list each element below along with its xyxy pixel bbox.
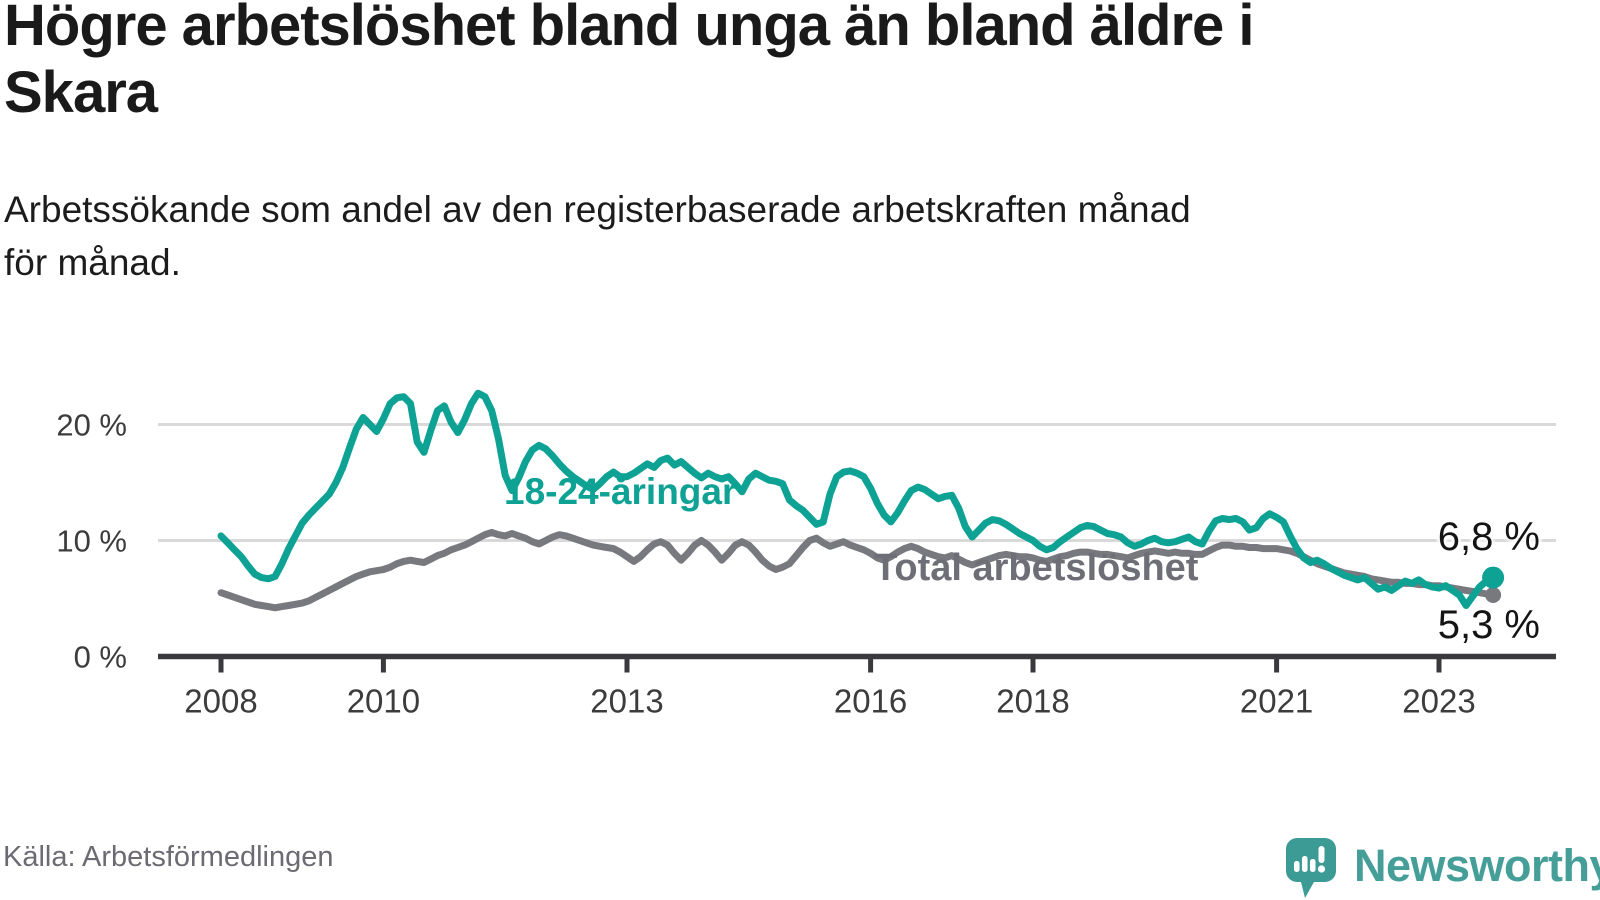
subtitle-line-2: för månad. — [4, 241, 181, 283]
x-tick-label-2021: 2021 — [1240, 683, 1313, 720]
x-tick-label-2023: 2023 — [1402, 683, 1475, 720]
newsworthy-logo[interactable]: Newsworthy — [1286, 838, 1600, 900]
x-tick-label-2016: 2016 — [834, 683, 907, 720]
title-line-2: Skara — [4, 60, 158, 126]
series-label-total: Total arbetslöshet — [874, 547, 1199, 589]
newsworthy-wordmark: Newsworthy — [1354, 840, 1600, 891]
x-tick-label-2010: 2010 — [347, 683, 420, 720]
x-tick-label-2013: 2013 — [590, 683, 663, 720]
subtitle-line-1: Arbetssökande som andel av den registerb… — [4, 189, 1191, 230]
newsworthy-icon — [1286, 838, 1336, 898]
y-tick-label-10: 10 % — [56, 524, 127, 559]
end-dot-youth — [1482, 566, 1505, 589]
series-line-youth — [217, 389, 1497, 609]
y-tick-label-20: 20 % — [56, 408, 127, 443]
series-line-total — [217, 528, 1497, 612]
x-tick-label-2008: 2008 — [184, 683, 257, 720]
x-tick-label-2018: 2018 — [996, 683, 1069, 720]
source-note: Källa: Arbetsförmedlingen — [3, 841, 334, 873]
line-chart: 2008 2010 2013 2016 2018 2021 2023 0 % 10 % 20 % — [56, 389, 1556, 720]
end-dot-total — [1485, 587, 1502, 603]
end-value-total: 5,3 % — [1437, 603, 1540, 647]
page-title: Högre arbetslöshet bland unga än bland ä… — [4, 0, 1574, 127]
title-line-1: Högre arbetslöshet bland unga än bland ä… — [4, 0, 1255, 58]
end-value-youth: 6,8 % — [1437, 515, 1540, 559]
series-label-youth: 18-24-åringar — [504, 471, 737, 512]
y-tick-label-0: 0 % — [74, 640, 127, 675]
chart-subtitle: Arbetssökande som andel av den registerb… — [4, 184, 1564, 289]
